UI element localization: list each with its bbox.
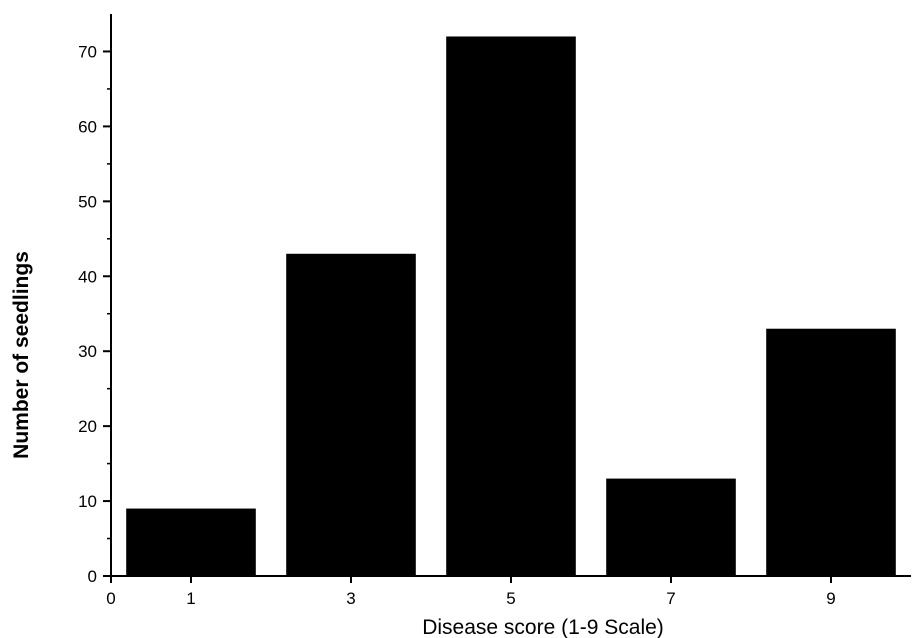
- x-tick-label-0: 0: [106, 589, 115, 608]
- bar-9: [766, 328, 896, 576]
- y-tick-label-50: 50: [78, 192, 97, 211]
- bar-1: [126, 508, 256, 576]
- x-tick-label-9: 9: [826, 589, 835, 608]
- y-tick-label-60: 60: [78, 117, 97, 136]
- x-tick-label-3: 3: [346, 589, 355, 608]
- y-axis-title: Number of seedlings: [10, 251, 33, 459]
- bar-5: [446, 36, 576, 577]
- x-ticks: 0 1 3 5 7 9: [106, 576, 836, 608]
- bars: [126, 36, 896, 577]
- y-tick-label-0: 0: [88, 567, 97, 586]
- x-tick-label-1: 1: [186, 589, 195, 608]
- x-axis-title: Disease score (1-9 Scale): [422, 616, 664, 638]
- y-tick-label-20: 20: [78, 417, 97, 436]
- y-tick-label-30: 30: [78, 342, 97, 361]
- bar-3: [286, 253, 416, 576]
- x-tick-label-5: 5: [506, 589, 515, 608]
- x-tick-label-7: 7: [666, 589, 675, 608]
- bar-7: [606, 478, 736, 576]
- y-tick-label-10: 10: [78, 492, 97, 511]
- y-tick-label-70: 70: [78, 42, 97, 61]
- y-tick-label-40: 40: [78, 267, 97, 286]
- y-ticks: 0 10 20 30 40 50 60 70: [78, 42, 111, 586]
